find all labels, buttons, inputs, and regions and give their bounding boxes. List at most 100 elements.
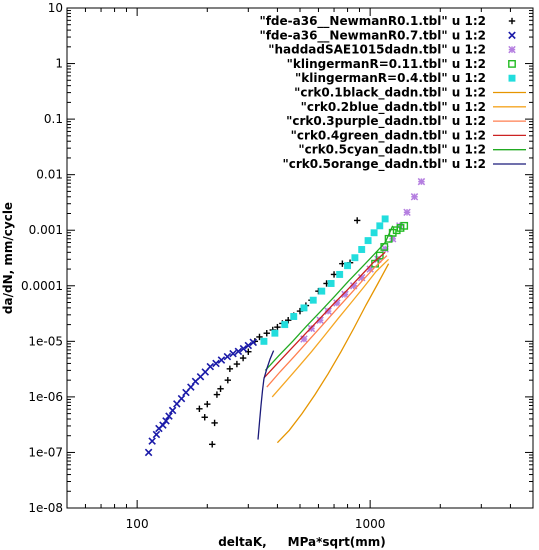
y-tick-label: 1e-07 — [28, 445, 63, 459]
data-point — [417, 177, 426, 186]
series-crk0-4green-dadn-tbl-u-1-2 — [263, 251, 386, 379]
data-point-stroke — [223, 352, 232, 361]
data-point-stroke — [357, 273, 366, 282]
data-point-stroke — [165, 412, 173, 420]
y-tick-label: 0.1 — [44, 112, 63, 126]
series-crk0-2blue-dadn-tbl-u-1-2-line — [271, 258, 390, 398]
data-point — [376, 222, 384, 230]
y-tick-label: 1e-08 — [28, 501, 63, 515]
data-point-shape — [376, 222, 384, 230]
data-point-stroke — [300, 335, 308, 343]
data-point — [271, 329, 279, 337]
series-crk0-5cyan-dadn-tbl-u-1-2 — [264, 225, 394, 371]
data-point — [144, 448, 153, 457]
data-point — [256, 333, 263, 341]
data-point — [309, 296, 317, 304]
data-point-shape — [281, 321, 289, 329]
data-point-shape — [290, 313, 298, 320]
legend-swatch — [508, 74, 516, 82]
data-point — [206, 362, 215, 371]
data-point-stroke — [333, 299, 341, 307]
legend-label: "crk0.2blue_dadn.tbl" u 1:2 — [301, 100, 486, 115]
legend-item: "klingermanR=0.4.tbl" u 1:2 — [295, 71, 516, 85]
data-point-shape — [351, 254, 359, 262]
data-point-shape — [300, 304, 308, 312]
data-point — [204, 400, 211, 408]
legend: "fde-a36__NewmanR0.1.tbl" u 1:2"fde-a36_… — [259, 14, 526, 172]
data-point — [381, 215, 389, 223]
data-point — [234, 347, 243, 356]
data-point-shape — [381, 215, 389, 223]
legend-swatch-shape — [508, 74, 516, 82]
series-crk0-4green-dadn-tbl-u-1-2-line — [263, 251, 386, 379]
data-point — [403, 208, 411, 217]
data-point — [370, 229, 378, 237]
data-point — [327, 280, 335, 287]
data-point-shape — [400, 221, 409, 230]
data-point-shape — [318, 287, 326, 295]
data-point-shape — [344, 262, 352, 270]
legend-item: "crk0.5orange_dadn.tbl" u 1:2 — [282, 157, 526, 172]
data-point-stroke — [324, 307, 332, 315]
legend-swatch — [508, 45, 516, 54]
data-point-stroke — [168, 406, 177, 415]
data-point — [201, 414, 208, 421]
data-point-shape — [327, 280, 335, 287]
data-point-stroke — [234, 347, 243, 356]
data-point-stroke — [349, 282, 358, 290]
y-tick-label: 1e-06 — [28, 390, 63, 404]
y-tick-label: 0.001 — [29, 223, 63, 237]
data-point — [333, 299, 341, 307]
data-point — [152, 430, 161, 439]
legend-label: "crk0.3purple_dadn.tbl" u 1:2 — [286, 114, 486, 129]
y-axis-title: da/dN, mm/cycle — [1, 202, 15, 314]
legend-item: "crk0.5cyan_dadn.tbl" u 1:2 — [298, 143, 526, 158]
data-point — [410, 193, 419, 201]
legend-item: "crk0.4green_dadn.tbl" u 1:2 — [291, 128, 526, 143]
data-point-stroke — [144, 448, 153, 457]
data-point — [233, 360, 241, 368]
data-point — [300, 304, 308, 312]
data-point — [290, 313, 298, 320]
series-crk0-3purple-dadn-tbl-u-1-2 — [266, 255, 388, 388]
data-point — [209, 441, 216, 448]
x-axis-title: deltaK, MPa*sqrt(mm) — [218, 535, 386, 549]
data-point — [307, 324, 316, 333]
series-crk0-3purple-dadn-tbl-u-1-2-line — [266, 255, 388, 388]
data-point-stroke — [388, 235, 397, 243]
data-point — [274, 323, 281, 331]
data-point-stroke — [177, 394, 186, 403]
legend-item: "klingermanR=0.11.tbl" u 1:2 — [287, 57, 516, 71]
series-klingermanr-0-4-tbl-u-1-2 — [260, 215, 389, 345]
x-tick-label: 1000 — [355, 517, 386, 531]
legend-label: "crk0.1black_dadn.tbl" u 1:2 — [294, 86, 486, 101]
data-point — [177, 394, 186, 403]
data-point — [196, 405, 203, 413]
data-point — [318, 287, 326, 295]
legend-item: "haddadSAE1015dadn.tbl" u 1:2 — [268, 43, 516, 57]
data-point — [330, 271, 338, 278]
data-point-stroke — [403, 208, 411, 217]
data-point-stroke — [148, 437, 156, 445]
legend-label: "crk0.5orange_dadn.tbl" u 1:2 — [282, 157, 486, 172]
legend-item: "crk0.3purple_dadn.tbl" u 1:2 — [286, 114, 526, 129]
data-point-stroke — [244, 341, 253, 350]
data-point — [244, 341, 253, 350]
data-point-stroke — [159, 421, 167, 429]
data-point-stroke — [249, 338, 258, 347]
data-point-shape — [271, 329, 279, 337]
legend-label: "fde-a36__NewmanR0.1.tbl" u 1:2 — [259, 14, 486, 29]
legend-label: "klingermanR=0.11.tbl" u 1:2 — [287, 57, 486, 71]
data-point-stroke — [417, 177, 426, 186]
data-point — [260, 337, 268, 345]
data-point — [336, 270, 344, 278]
x-tick-label: 100 — [126, 517, 149, 531]
data-point-stroke — [162, 417, 170, 425]
y-tick-label: 10 — [48, 1, 63, 15]
series-crk0-2blue-dadn-tbl-u-1-2 — [271, 258, 390, 398]
data-point — [375, 251, 384, 260]
data-point — [148, 437, 156, 445]
data-point-stroke — [229, 349, 237, 358]
